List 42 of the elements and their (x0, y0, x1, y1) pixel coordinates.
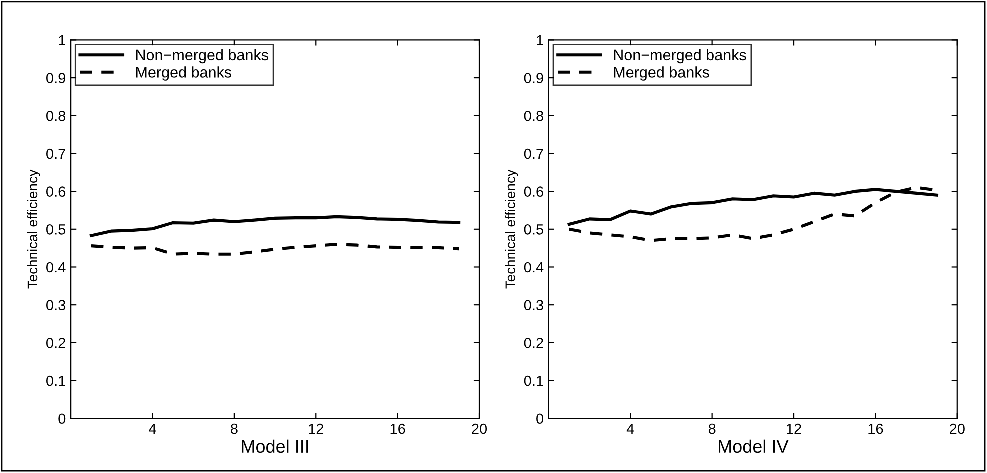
x-tick-label: 20 (950, 424, 965, 434)
y-tick-label: 1 (59, 35, 66, 46)
x-tick-label: 16 (868, 424, 884, 434)
legend-label: Merged banks (136, 66, 232, 81)
y-tick-label: 0.6 (524, 186, 544, 197)
y-tick-label: 0.1 (46, 376, 66, 386)
y-tick-label: 0.9 (46, 73, 66, 84)
y-tick-label: 0.2 (524, 338, 544, 348)
y-tick-label: 0 (536, 414, 544, 424)
x-tick-label: 4 (626, 424, 634, 434)
x-axis-title: Model IV (719, 440, 789, 454)
x-tick-label: 16 (390, 424, 406, 434)
y-axis-title: Technical efficiency (27, 170, 40, 289)
y-tick-label: 0.3 (524, 300, 544, 311)
line-series (90, 243, 461, 256)
y-tick-label: 0.5 (46, 224, 66, 235)
x-tick-label: 12 (309, 424, 324, 434)
x-tick-label: 12 (787, 424, 802, 434)
x-axis-title: Model III (242, 440, 308, 454)
y-tick-label: 0.5 (524, 224, 544, 235)
y-tick-label: 0.4 (524, 262, 544, 273)
line-series (90, 215, 461, 238)
y-tick-label: 0.8 (524, 110, 544, 122)
legend-label: Non−merged banks (614, 49, 746, 64)
x-tick-label: 8 (708, 424, 716, 434)
y-tick-label: 0.7 (524, 148, 544, 160)
y-tick-label: 0.6 (46, 186, 66, 197)
y-tick-label: 0.7 (46, 148, 66, 160)
legend-label: Merged banks (614, 66, 710, 81)
y-axis-title: Technical efficiency (505, 170, 518, 289)
y-tick-label: 0.4 (46, 262, 66, 273)
y-tick-label: 1 (537, 35, 544, 46)
y-tick-label: 0.8 (46, 110, 66, 122)
x-tick-label: 20 (472, 424, 488, 434)
y-tick-label: 0.1 (524, 376, 544, 386)
x-tick-label: 4 (149, 424, 156, 434)
legend-label: Non−merged banks (136, 49, 268, 64)
y-tick-label: 0.3 (46, 300, 66, 311)
y-tick-label: 0.2 (46, 338, 66, 348)
y-tick-label: 0.9 (524, 73, 544, 84)
x-tick-label: 8 (231, 424, 238, 434)
y-tick-label: 0 (58, 414, 66, 424)
